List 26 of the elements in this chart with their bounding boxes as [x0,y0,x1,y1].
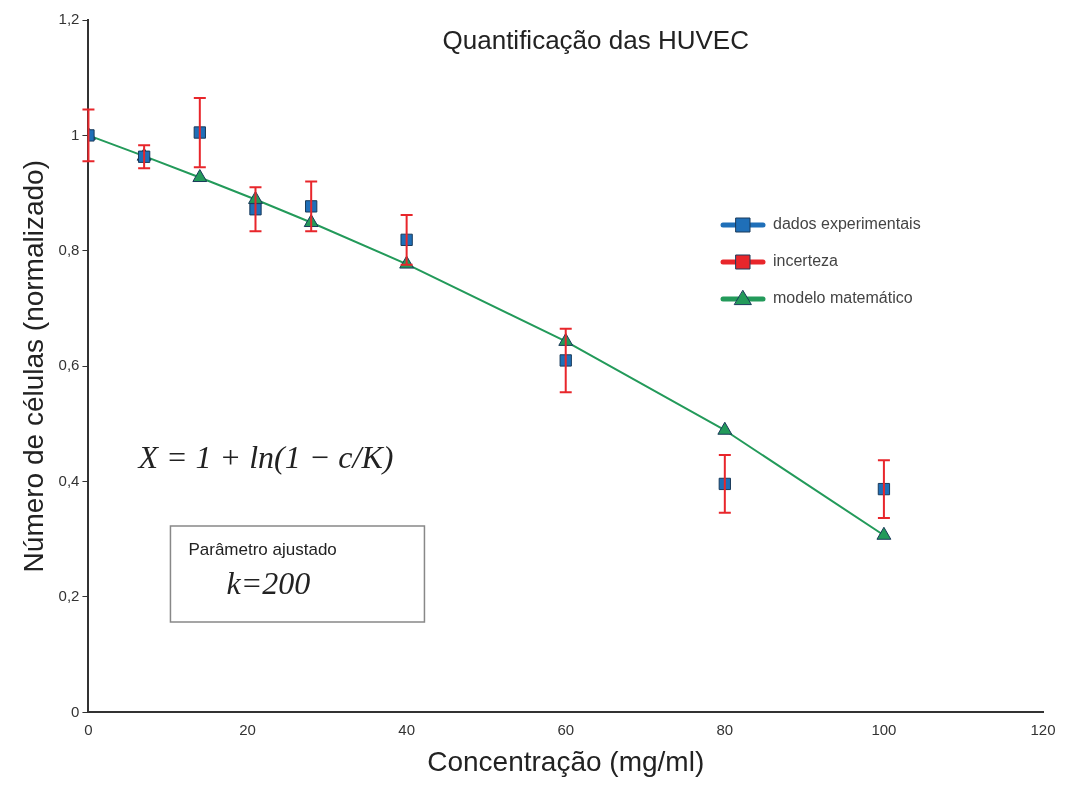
x-tick-label: 80 [716,720,734,738]
annotation: k=200 [226,565,311,602]
x-tick-label: 0 [84,720,93,738]
legend-label: dados experimentais [773,215,921,233]
y-tick-label: 0,4 [58,471,80,489]
x-tick-label: 20 [239,720,256,738]
y-tick-label: 0 [71,702,80,720]
x-tick-label: 40 [398,720,415,738]
legend-label: incerteza [773,252,839,270]
y-tick-label: 0,2 [58,587,80,605]
annotation: X = 1 + ln(1 − c/K) [136,439,394,476]
x-tick-label: 120 [1030,720,1056,738]
annotation: Parâmetro ajustado [188,539,337,559]
legend-label: modelo matemático [773,289,913,307]
x-axis-title: Concentração (mg/ml) [427,745,705,777]
chart-title: Quantificação das HUVEC [442,25,749,56]
y-tick-label: 0,8 [58,240,80,258]
y-tick-label: 1,2 [58,10,80,28]
x-tick-label: 60 [557,720,575,738]
y-axis-title: Número de células (normalizado) [17,160,49,573]
point [192,169,208,183]
y-tick-label: 0,6 [58,356,80,374]
x-tick-label: 100 [871,720,897,738]
point [876,526,892,540]
y-tick-label: 1 [71,125,80,143]
point [717,421,733,435]
